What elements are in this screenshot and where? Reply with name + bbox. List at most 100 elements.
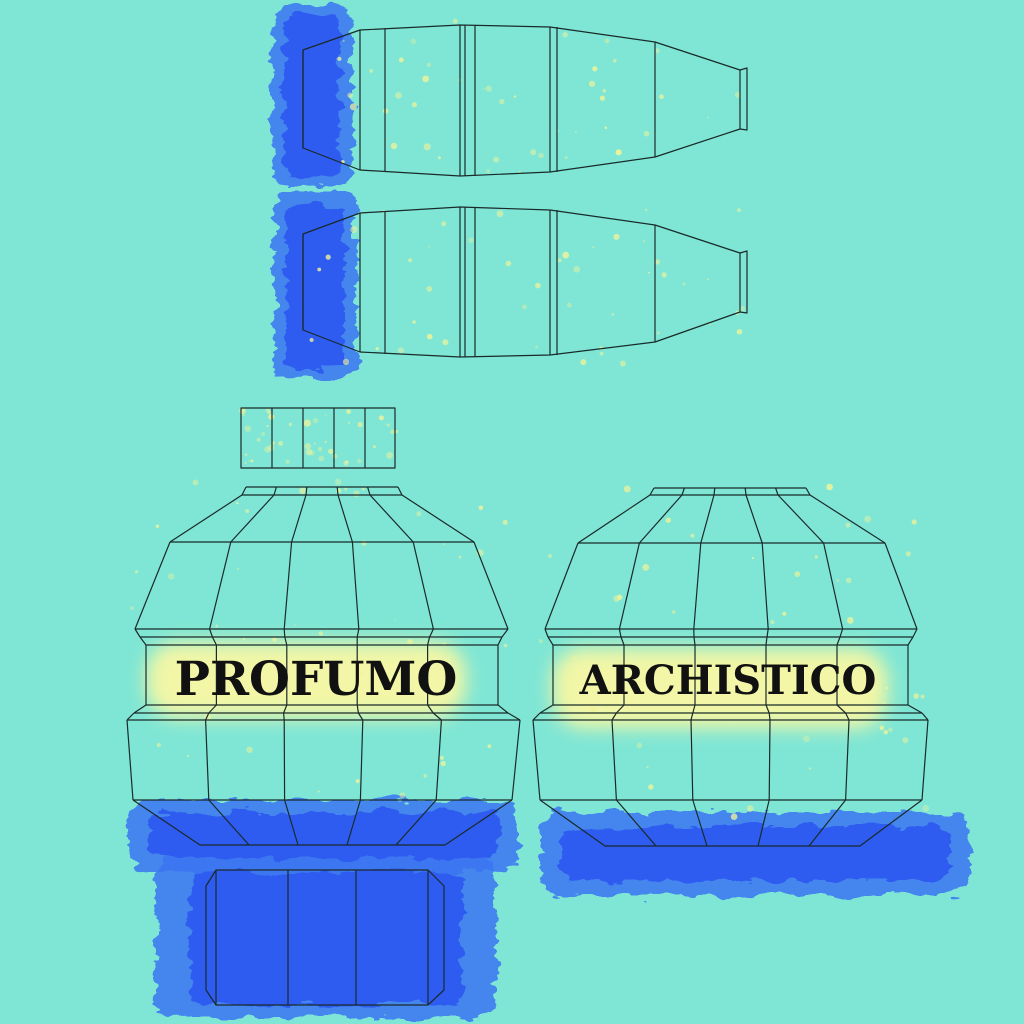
speckle [317,790,320,793]
speckle [879,725,885,731]
cap-strip [240,407,396,469]
speckle [423,143,431,151]
speckle [739,306,745,312]
speckle [573,266,580,273]
speckle [250,459,254,463]
speckle [278,441,284,446]
speckle [386,423,391,427]
speckle [245,509,249,513]
speckle [599,95,606,101]
speckle [303,419,311,427]
speckle [324,414,327,417]
speckle [399,792,406,799]
speckle [505,260,512,267]
label-glow-layer [146,642,888,728]
speckle [654,259,660,265]
speckle [318,455,325,462]
speckle [538,639,543,644]
speckle [347,421,350,424]
speckle [572,656,577,661]
speckle [485,85,492,92]
speckle [356,458,362,464]
label-archistico: ARCHISTICO [579,657,877,704]
speckle [386,452,393,459]
speckle [487,744,492,748]
speckle [478,505,484,511]
speckle [192,479,199,486]
speckle [468,237,474,244]
speckle [845,577,852,584]
label-glow-left [146,642,466,718]
speckle [602,89,607,93]
speckle [707,278,709,281]
speckle [814,555,818,559]
speckle [385,423,388,426]
speckle [390,429,395,435]
bottle-body-right [532,487,929,847]
speckle [186,754,189,758]
bottle-body-left [126,486,521,846]
speckle [751,557,755,560]
speckle [730,813,738,820]
speckle [313,442,316,445]
speckle [426,62,431,67]
speckle [426,286,433,292]
speckle [318,631,323,636]
paint-core-top-1 [284,16,340,176]
speckle [920,694,925,699]
speckle [422,75,430,83]
speckle [547,553,553,559]
speckle [588,80,596,87]
speckle [535,345,538,349]
speckle [299,487,307,495]
speckle [350,225,358,234]
speckle [661,272,667,278]
speckle [357,670,363,676]
speckle [905,551,911,557]
speckle [659,94,664,99]
bottle-side-panel-top [302,24,748,177]
speckle [642,564,650,571]
speckle [398,57,404,63]
speckle [922,805,930,812]
speckle [416,511,422,517]
speckle [337,56,342,62]
speckle [737,208,742,213]
speckle [566,302,572,308]
speckle [236,502,239,505]
speckle [130,606,135,610]
speckle [604,126,608,129]
speckle [440,760,446,767]
speckle [237,567,240,570]
speckle [913,693,919,699]
speckle [246,746,253,754]
speckle [708,323,711,326]
speckle [615,149,622,156]
speckle [335,478,342,485]
speckle [347,92,353,99]
speckle [643,674,649,680]
speckle [592,66,598,72]
speckle [309,338,314,342]
speckle [317,446,323,452]
speckle [734,722,736,724]
speckle [184,663,188,667]
speckle [437,156,441,160]
speckle [654,48,660,54]
speckle [611,312,615,316]
speckle [156,742,161,748]
speckle [411,102,417,108]
speckle [564,155,568,160]
speckle [304,443,311,450]
speckle [826,483,833,491]
speckle [503,643,508,648]
speckle [535,282,541,289]
speckle [375,347,379,351]
speckle [267,410,271,415]
speckle [809,767,812,770]
speckle [288,422,292,426]
speckle [575,131,577,133]
speckle [794,571,801,577]
speckle [426,333,433,340]
paint-core-right-band [560,826,950,880]
